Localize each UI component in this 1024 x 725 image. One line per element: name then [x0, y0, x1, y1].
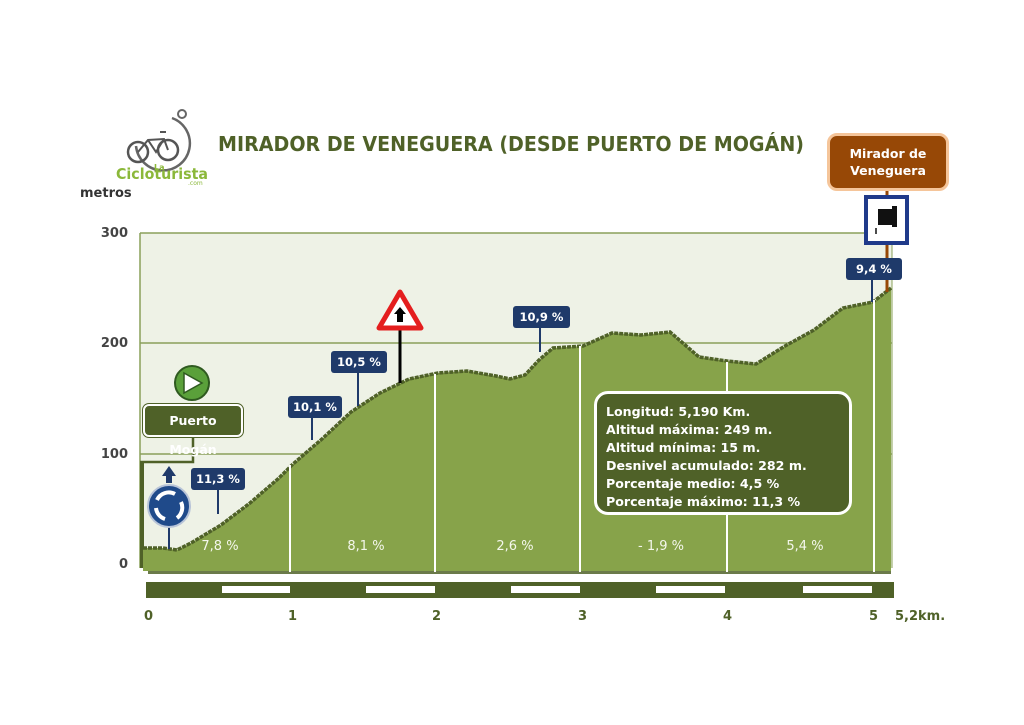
gradient-callout: 11,3 % [191, 468, 245, 490]
segment-average: 5,4 % [786, 539, 824, 554]
x-tick-5: 5 [869, 609, 879, 624]
x-axis-end-label: 5,2km. [895, 609, 946, 624]
logo-text: Cicloturista [116, 165, 208, 183]
x-tick-4: 4 [723, 609, 733, 624]
segment-average: 8,1 % [347, 539, 385, 554]
gradient-callout: 10,1 % [288, 396, 342, 418]
svg-text:.com: .com [188, 180, 203, 186]
start-location-label: Puerto Mogán [143, 404, 243, 457]
stat-avg-gradient: Porcentaje medio: 4,5 % [606, 476, 780, 491]
x-tick-2: 2 [432, 609, 442, 624]
chart-title: MIRADOR DE VENEGUERA (DESDE PUERTO DE MO… [218, 132, 805, 156]
svg-text:La: La [154, 163, 165, 172]
gradient-callout: 10,5 % [331, 351, 387, 373]
x-tick-1: 1 [288, 609, 298, 624]
stat-max-gradient: Porcentaje máximo: 11,3 % [606, 494, 801, 509]
route-stats-box: Longitud: 5,190 Km. Altitud máxima: 249 … [594, 391, 852, 515]
warning-sign-icon [376, 289, 424, 383]
gradient-callout: 10,9 % [513, 306, 570, 328]
y-axis-label: metros [80, 186, 132, 201]
x-tick-0: 0 [144, 609, 154, 624]
stat-length: Longitud: 5,190 Km. [606, 404, 751, 419]
logo: La Cicloturista .com [112, 106, 212, 187]
segment-average: 7,8 % [201, 539, 239, 554]
profile-line [143, 286, 893, 552]
stat-min-altitude: Altitud mínima: 15 m. [606, 440, 761, 455]
segment-average: 2,6 % [496, 539, 534, 554]
segment-average: - 1,9 % [638, 539, 684, 554]
gradient-callout: 9,4 % [846, 258, 902, 280]
viewpoint-camera-icon [864, 195, 909, 245]
cyclist-logo-icon: La Cicloturista .com [116, 109, 208, 187]
play-icon [174, 365, 210, 401]
stat-max-altitude: Altitud máxima: 249 m. [606, 422, 773, 437]
stat-elevation-gain: Desnivel acumulado: 282 m. [606, 458, 807, 473]
roundabout-sign-icon [147, 466, 191, 549]
y-tick-300: 300 [100, 226, 128, 241]
y-tick-0: 0 [118, 557, 128, 572]
x-tick-3: 3 [578, 609, 588, 624]
y-tick-100: 100 [100, 447, 128, 462]
y-tick-200: 200 [100, 336, 128, 351]
finish-location-label: Mirador de Veneguera [827, 133, 949, 191]
